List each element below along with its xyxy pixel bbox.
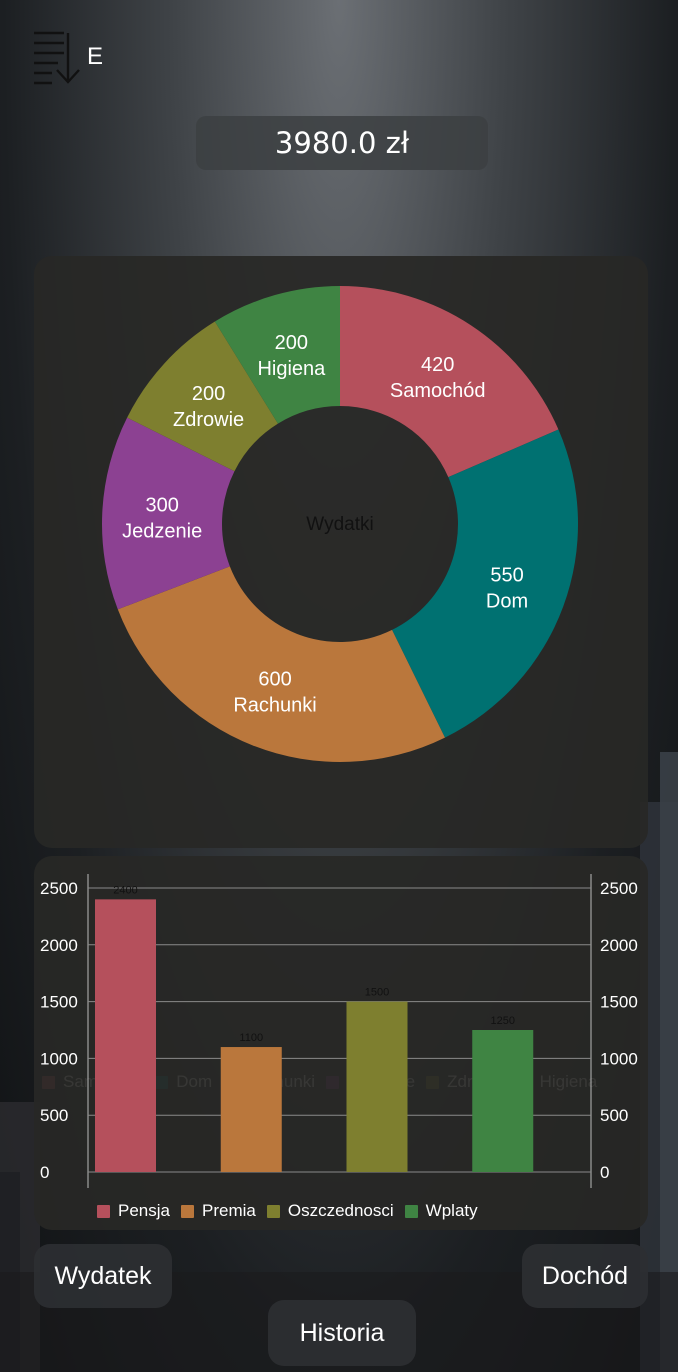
y-tick-left-1000: 1000 <box>40 1049 78 1068</box>
bar-oszczednosci[interactable] <box>346 1001 408 1172</box>
y-tick-right-1500: 1500 <box>600 993 638 1012</box>
legend-item-wplaty[interactable]: Wplaty <box>404 1201 478 1221</box>
add-income-button[interactable]: Dochód <box>522 1244 648 1308</box>
pie-value-label-zdrowie: 200 <box>192 383 225 405</box>
y-tick-left-0: 0 <box>40 1163 49 1182</box>
pie-value-label-jedzenie: 300 <box>146 494 179 516</box>
sort-menu-label: E <box>87 43 104 70</box>
y-tick-left-500: 500 <box>40 1106 68 1125</box>
bar-pensja[interactable] <box>95 899 156 1172</box>
y-tick-right-0: 0 <box>600 1163 609 1182</box>
pie-category-label-rachunki: Rachunki <box>233 695 316 717</box>
legend-item-oszczednosci[interactable]: Oszczednosci <box>266 1201 394 1221</box>
y-tick-right-1000: 1000 <box>600 1049 638 1068</box>
legend-swatch <box>97 1204 110 1218</box>
pie-value-label-higiena: 200 <box>275 332 308 354</box>
bar-value-label-wplaty: 1250 <box>491 1015 515 1027</box>
add-expense-label: Wydatek <box>54 1261 152 1290</box>
bar-value-label-premia: 1100 <box>239 1032 263 1044</box>
pie-category-label-higiena: Higiena <box>257 358 326 380</box>
pie-slice-dom[interactable] <box>392 429 578 738</box>
legend-item-pensja[interactable]: Pensja <box>97 1201 170 1221</box>
legend-swatch <box>266 1204 280 1218</box>
balance-value: 3980.0 zł <box>274 126 410 160</box>
pie-slice-zdrowie[interactable] <box>127 321 278 472</box>
expenses-pie-card: 420 Samochód 550 Dom 600 Rachunki 300 Jedzenie 2… <box>34 256 648 1091</box>
pie-value-label-rachunki: 600 <box>258 669 291 691</box>
pie-value-label-dom: 550 <box>490 565 523 587</box>
income-legend: Pensja Premia Oszczednosci Wplaty <box>97 1201 489 1221</box>
y-tick-right-2000: 2000 <box>600 936 638 955</box>
legend-label: Pensja <box>118 1201 170 1220</box>
legend-swatch <box>180 1204 194 1218</box>
legend-label: Oszczednosci <box>287 1201 394 1220</box>
y-tick-right-500: 500 <box>600 1106 628 1125</box>
y-tick-left-1500: 1500 <box>40 993 78 1012</box>
bar-value-label-pensja: 2400 <box>113 884 137 896</box>
donut-center-label: Wydatki <box>306 514 373 535</box>
pie-value-label-samochod: 420 <box>421 354 454 376</box>
expenses-donut-chart: 420 Samochód 550 Dom 600 Rachunki 300 Jedzenie 2… <box>102 286 578 762</box>
pie-slice-jedzenie[interactable] <box>102 417 235 610</box>
history-button[interactable]: Historia <box>268 1300 416 1366</box>
pie-category-label-samochod: Samochód <box>390 380 486 402</box>
legend-label: Wplaty <box>425 1201 478 1220</box>
add-income-label: Dochód <box>541 1261 629 1290</box>
pie-category-label-zdrowie: Zdrowie <box>173 409 244 431</box>
y-tick-left-2500: 2500 <box>40 879 78 898</box>
income-bar-chart: 0 0 500 500 1000 1000 1500 1500 2000 2000 2500 2500… <box>40 874 638 1188</box>
bar-wplaty[interactable] <box>472 1030 534 1172</box>
pie-slice-samochod[interactable] <box>340 286 559 478</box>
add-expense-button[interactable]: Wydatek <box>34 1244 172 1308</box>
legend-label: Premia <box>201 1201 256 1220</box>
sort-menu-button[interactable]: E <box>30 30 104 88</box>
income-bar-card: 0 0 500 500 1000 1000 1500 1500 2000 2000 2500 2500… <box>34 856 648 1230</box>
bar-premia[interactable] <box>220 1047 282 1172</box>
sort-list-icon <box>34 31 80 85</box>
y-tick-right-2500: 2500 <box>600 879 638 898</box>
bar-value-label-oszczednosci: 1500 <box>365 987 389 999</box>
pie-slice-rachunki[interactable] <box>117 566 445 762</box>
y-tick-left-2000: 2000 <box>40 936 78 955</box>
history-label: Historia <box>299 1318 385 1347</box>
legend-item-premia[interactable]: Premia <box>180 1201 256 1221</box>
balance-display: 3980.0 zł <box>196 116 488 170</box>
pie-category-label-jedzenie: Jedzenie <box>122 520 202 542</box>
legend-swatch <box>404 1204 418 1218</box>
pie-category-label-dom: Dom <box>486 591 528 613</box>
pie-slice-higiena[interactable] <box>214 286 340 424</box>
